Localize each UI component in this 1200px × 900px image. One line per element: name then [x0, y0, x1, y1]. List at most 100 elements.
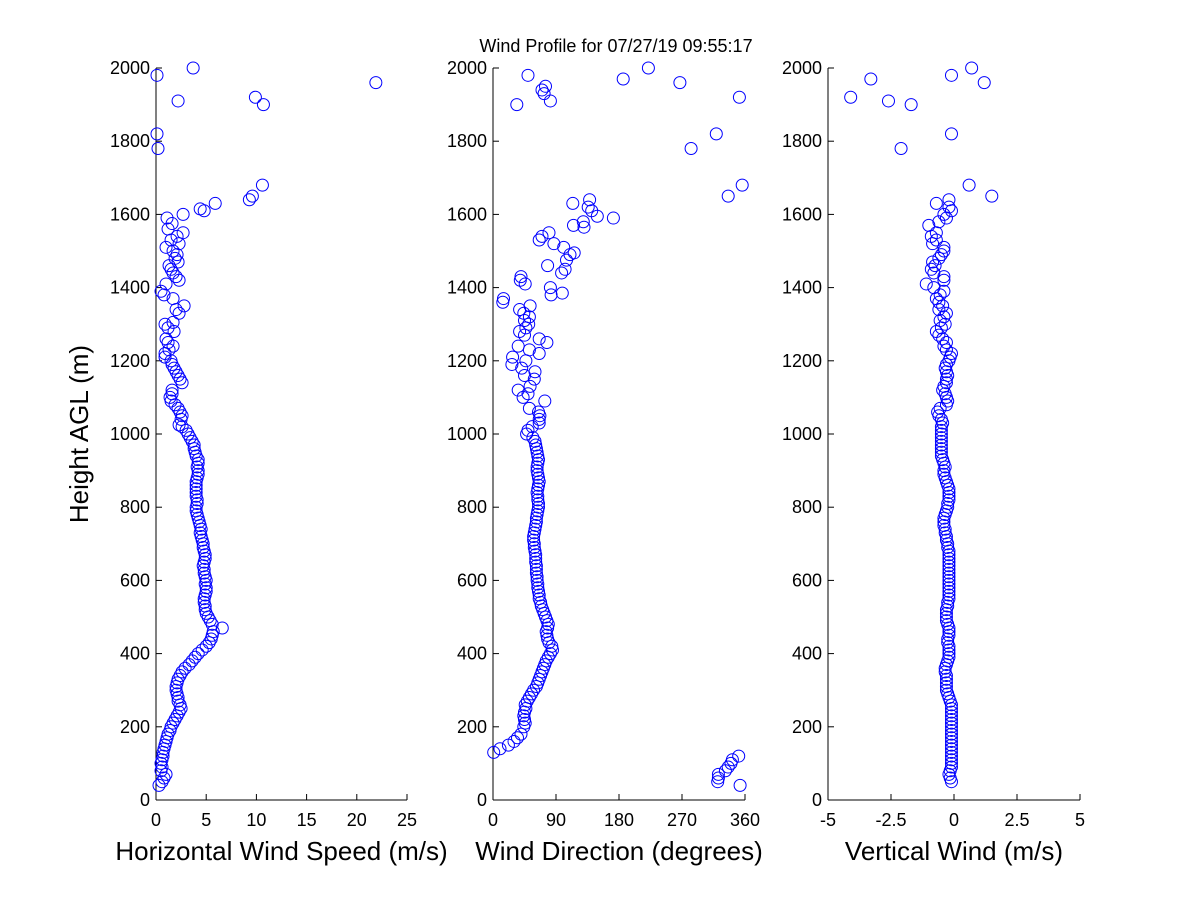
horizontal-speed-data-point [208, 196, 222, 210]
vertical-wind-data-point [939, 672, 953, 686]
vertical-wind-data-point [934, 449, 948, 463]
wind-direction-data-point [511, 339, 525, 353]
vertical-wind-data-point [965, 61, 979, 75]
wind-direction-data-point [544, 288, 558, 302]
wind-direction-data-point [555, 266, 569, 280]
vertical-wind-data-point [934, 445, 948, 459]
wind-direction-data-point [530, 464, 544, 478]
horizontal-speed-data-point [169, 270, 183, 284]
horizontal-speed-data-point [173, 405, 187, 419]
vertical-wind-y-tick-label: 800 [792, 497, 822, 517]
vertical-wind-data-point [944, 716, 958, 730]
wind-direction-data-point [547, 237, 561, 251]
vertical-wind-y-tick-label: 1600 [782, 204, 822, 224]
vertical-wind-data-point [977, 76, 991, 90]
vertical-wind-data-point [942, 551, 956, 565]
vertical-wind-data-point [939, 606, 953, 620]
horizontal-speed-data-point [151, 142, 165, 156]
horizontal-speed-data-point [169, 683, 183, 697]
wind-direction-data-point [523, 299, 537, 313]
vertical-wind-data-point [942, 200, 956, 214]
horizontal-speed-data-point [165, 387, 179, 401]
horizontal-speed-data-point [191, 467, 205, 481]
wind-direction-data-point [511, 383, 525, 397]
vertical-wind-data-point [942, 562, 956, 576]
vertical-wind-data-point [939, 306, 953, 320]
vertical-wind-data-point [985, 189, 999, 203]
vertical-wind-data-point [938, 508, 952, 522]
horizontal-speed-panel: 0 5 10 15 20 25 0 200 400 600 800 1000 1200 1400 1600 1… [64, 58, 448, 866]
vertical-wind-y-tick-label: 2000 [782, 58, 822, 78]
horizontal-speed-data-point [168, 251, 182, 265]
vertical-wind-data-point [939, 533, 953, 547]
wind-direction-data-point [709, 127, 723, 141]
horizontal-speed-data-point [156, 749, 170, 763]
wind-direction-data-point [515, 361, 529, 375]
vertical-wind-data-point [864, 72, 878, 86]
wind-direction-data-point [497, 292, 510, 306]
horizontal-speed-data-point [158, 317, 172, 331]
wind-direction-data-point [567, 246, 581, 260]
wind-direction-data-point [529, 551, 543, 565]
vertical-wind-data-point [904, 98, 918, 112]
wind-direction-data-point [513, 325, 527, 339]
horizontal-speed-y-tick-label: 1600 [110, 204, 150, 224]
wind-direction-data-point [521, 387, 535, 401]
wind-direction-data-point [721, 189, 735, 203]
horizontal-speed-data-point [154, 284, 168, 298]
horizontal-speed-data-point [185, 654, 199, 668]
horizontal-speed-data-point [245, 189, 259, 203]
horizontal-speed-data-point [256, 98, 270, 112]
vertical-wind-data-point [944, 705, 958, 719]
horizontal-speed-y-tick-label: 1000 [110, 424, 150, 444]
wind-direction-data-point [527, 372, 541, 386]
horizontal-speed-data-point [171, 255, 185, 269]
wind-direction-data-point [518, 328, 531, 342]
vertical-wind-data-point [944, 742, 958, 756]
wind-direction-data-point [525, 687, 538, 701]
horizontal-speed-data-point [169, 365, 183, 379]
horizontal-speed-data-point [199, 639, 213, 653]
wind-direction-data-point [566, 196, 580, 210]
horizontal-speed-data-point [160, 211, 174, 225]
horizontal-speed-data-point [171, 401, 185, 415]
vertical-wind-data-point [942, 643, 956, 657]
wind-direction-x-tick-label: 0 [488, 810, 498, 830]
wind-direction-data-point [529, 555, 543, 569]
wind-direction-data-point [725, 753, 739, 767]
horizontal-speed-y-axis-label: Height AGL (m) [64, 345, 94, 523]
wind-direction-data-point [529, 566, 543, 580]
wind-direction-data-point [532, 233, 546, 247]
wind-direction-data-point [522, 691, 536, 705]
wind-direction-data-point [543, 647, 557, 661]
wind-direction-data-point [735, 178, 749, 192]
wind-direction-data-point [510, 98, 524, 112]
wind-direction-data-point [606, 211, 620, 225]
vertical-wind-data-point [944, 127, 958, 141]
horizontal-speed-data-point [175, 665, 189, 679]
horizontal-speed-data-point [166, 292, 180, 306]
vertical-wind-data-point [942, 570, 956, 584]
wind-direction-x-axis-label: Wind Direction (degrees) [475, 836, 763, 866]
horizontal-speed-data-point [161, 727, 175, 741]
wind-direction-data-point [511, 731, 524, 745]
wind-direction-y-tick-label: 600 [457, 570, 487, 590]
wind-direction-data-point [721, 760, 735, 774]
vertical-wind-data-point [937, 467, 951, 481]
horizontal-speed-y-tick-label: 1400 [110, 278, 150, 298]
vertical-wind-y-tick-label: 1400 [782, 278, 822, 298]
horizontal-speed-data-point [190, 497, 204, 511]
horizontal-speed-data-point [197, 595, 211, 609]
vertical-wind-data-point [936, 299, 950, 313]
horizontal-speed-data-point [172, 237, 186, 251]
vertical-wind-data-point [937, 310, 951, 324]
wind-direction-data-point [545, 639, 559, 653]
horizontal-speed-data-point [175, 409, 189, 423]
vertical-wind-data-point [942, 628, 956, 642]
wind-direction-data-point [487, 745, 501, 759]
wind-direction-data-point [506, 350, 520, 364]
vertical-wind-data-point [943, 771, 957, 785]
wind-direction-data-point [711, 771, 725, 785]
vertical-wind-data-point [934, 423, 948, 437]
